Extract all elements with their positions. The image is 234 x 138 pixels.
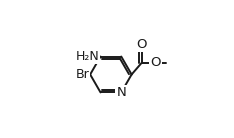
Text: Br: Br bbox=[75, 68, 89, 81]
Text: O: O bbox=[150, 56, 161, 69]
Text: H₂N: H₂N bbox=[76, 50, 99, 63]
Text: O: O bbox=[136, 38, 147, 51]
Text: N: N bbox=[116, 86, 126, 99]
